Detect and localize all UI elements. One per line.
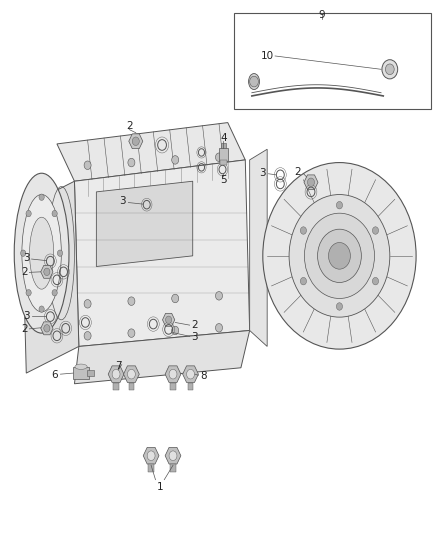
Text: 1: 1: [156, 482, 163, 491]
Circle shape: [318, 229, 361, 282]
Circle shape: [215, 292, 223, 300]
Text: 3: 3: [259, 168, 266, 178]
Circle shape: [215, 324, 223, 332]
Bar: [219, 148, 228, 161]
Bar: [73, 367, 89, 379]
Circle shape: [300, 227, 307, 235]
Circle shape: [372, 277, 378, 285]
Circle shape: [44, 268, 50, 276]
Circle shape: [39, 194, 44, 200]
Circle shape: [84, 300, 91, 308]
Bar: [148, 464, 154, 472]
Text: 3: 3: [23, 311, 30, 320]
Polygon shape: [304, 175, 318, 190]
Bar: [221, 143, 226, 148]
Ellipse shape: [14, 173, 69, 333]
Text: 2: 2: [294, 167, 301, 176]
Circle shape: [39, 306, 44, 312]
Circle shape: [382, 60, 398, 79]
Circle shape: [328, 243, 350, 269]
Text: 9: 9: [318, 10, 325, 20]
Circle shape: [132, 137, 139, 146]
Text: 4: 4: [220, 133, 227, 142]
Circle shape: [128, 329, 135, 337]
Circle shape: [84, 161, 91, 169]
Circle shape: [26, 289, 31, 296]
Circle shape: [215, 153, 223, 161]
Polygon shape: [108, 366, 124, 383]
Circle shape: [385, 64, 394, 75]
Ellipse shape: [249, 74, 259, 90]
Circle shape: [263, 163, 416, 349]
Ellipse shape: [29, 217, 53, 289]
Polygon shape: [162, 313, 175, 326]
Circle shape: [169, 451, 177, 461]
Circle shape: [307, 178, 314, 187]
Circle shape: [128, 158, 135, 167]
Text: 5: 5: [220, 175, 227, 184]
Polygon shape: [41, 265, 53, 278]
Ellipse shape: [22, 195, 61, 312]
Bar: [170, 383, 176, 390]
Circle shape: [84, 332, 91, 340]
Polygon shape: [57, 123, 245, 181]
Bar: [87, 370, 94, 376]
Circle shape: [169, 369, 177, 379]
Polygon shape: [165, 447, 181, 464]
Circle shape: [128, 297, 135, 305]
Circle shape: [372, 227, 378, 235]
Circle shape: [26, 211, 31, 217]
Text: 2: 2: [21, 267, 28, 277]
Circle shape: [112, 369, 120, 379]
Ellipse shape: [75, 364, 87, 369]
Circle shape: [147, 451, 155, 461]
Polygon shape: [96, 181, 193, 266]
Circle shape: [172, 326, 179, 335]
Polygon shape: [74, 160, 250, 346]
Circle shape: [52, 289, 57, 296]
Text: 7: 7: [115, 361, 122, 370]
Text: 3: 3: [119, 197, 126, 206]
Text: 3: 3: [191, 332, 198, 342]
Circle shape: [44, 325, 50, 332]
Text: 10: 10: [261, 51, 274, 61]
Text: 6: 6: [51, 370, 58, 379]
Circle shape: [304, 213, 374, 298]
Bar: [113, 383, 119, 390]
Circle shape: [127, 369, 135, 379]
Text: 2: 2: [126, 121, 133, 131]
Polygon shape: [250, 149, 267, 346]
Circle shape: [57, 250, 63, 256]
Polygon shape: [41, 322, 53, 335]
Circle shape: [21, 250, 26, 256]
Circle shape: [172, 156, 179, 164]
Bar: [234, 13, 431, 109]
Polygon shape: [143, 447, 159, 464]
Circle shape: [166, 316, 172, 324]
Text: 8: 8: [200, 371, 207, 381]
Text: 2: 2: [191, 320, 198, 330]
Polygon shape: [183, 366, 198, 383]
Text: 2: 2: [21, 324, 28, 334]
Circle shape: [172, 294, 179, 303]
Bar: [129, 383, 134, 390]
Polygon shape: [129, 134, 143, 149]
Bar: [170, 464, 176, 472]
Polygon shape: [22, 181, 79, 373]
Polygon shape: [124, 366, 139, 383]
Circle shape: [187, 369, 194, 379]
Bar: [220, 160, 227, 165]
Text: 3: 3: [23, 253, 30, 263]
Polygon shape: [165, 366, 181, 383]
Circle shape: [336, 303, 343, 310]
Circle shape: [250, 76, 258, 87]
Bar: [188, 383, 193, 390]
Circle shape: [52, 211, 57, 217]
Circle shape: [336, 201, 343, 209]
Circle shape: [289, 195, 390, 317]
Circle shape: [300, 277, 307, 285]
Polygon shape: [74, 330, 250, 384]
